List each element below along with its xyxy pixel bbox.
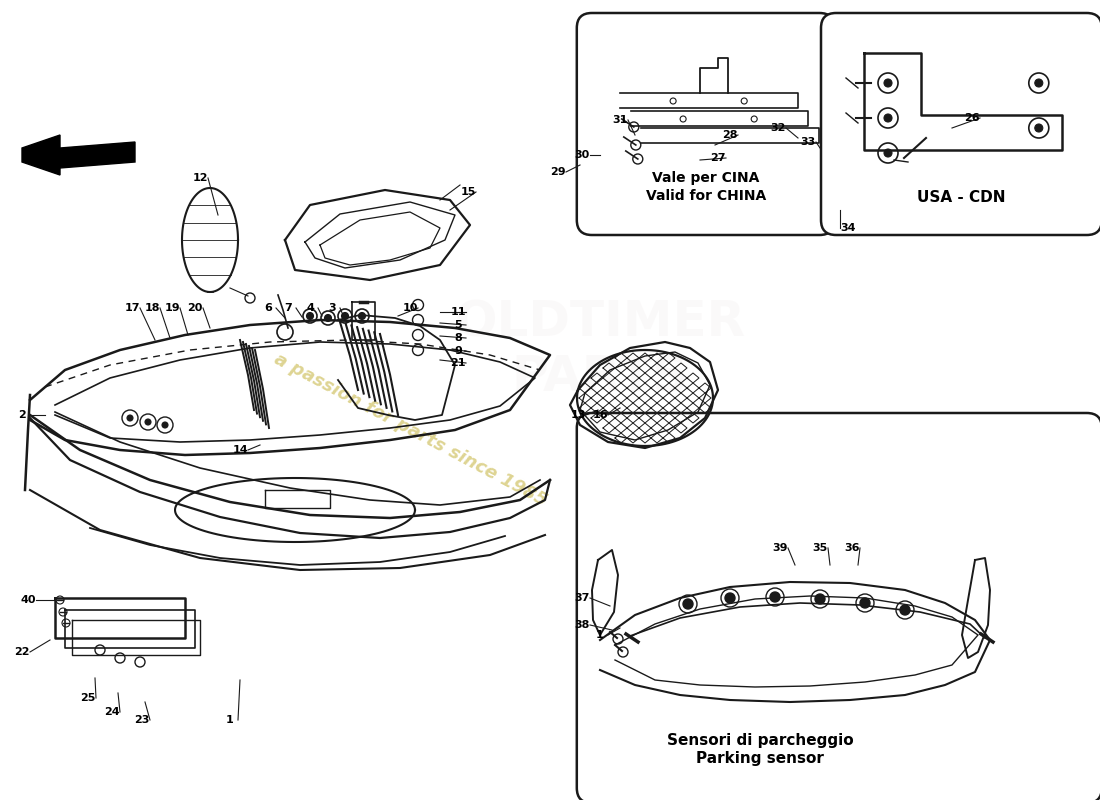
Text: Valid for CHINA: Valid for CHINA <box>646 189 766 203</box>
Text: 1: 1 <box>227 715 234 725</box>
Text: 23: 23 <box>134 715 150 725</box>
Text: 30: 30 <box>574 150 590 160</box>
Text: 9: 9 <box>454 346 462 356</box>
FancyBboxPatch shape <box>576 413 1100 800</box>
Text: 17: 17 <box>124 303 140 313</box>
Text: USA - CDN: USA - CDN <box>917 190 1005 206</box>
Text: Sensori di parcheggio: Sensori di parcheggio <box>667 733 854 747</box>
Text: 19: 19 <box>164 303 179 313</box>
Text: 22: 22 <box>14 647 30 657</box>
Text: 12: 12 <box>192 173 208 183</box>
Text: 36: 36 <box>845 543 860 553</box>
Text: 25: 25 <box>80 693 96 703</box>
Text: 39: 39 <box>772 543 788 553</box>
Text: 15: 15 <box>460 187 475 197</box>
Circle shape <box>307 313 314 319</box>
Text: 16: 16 <box>592 410 608 420</box>
Text: 35: 35 <box>813 543 827 553</box>
Text: 18: 18 <box>144 303 159 313</box>
Polygon shape <box>60 142 135 168</box>
Circle shape <box>770 592 780 602</box>
Text: 37: 37 <box>574 593 590 603</box>
Text: 2: 2 <box>18 410 26 420</box>
Circle shape <box>683 599 693 609</box>
Text: 6: 6 <box>264 303 272 313</box>
Text: 24: 24 <box>104 707 120 717</box>
Text: 40: 40 <box>20 595 35 605</box>
Text: 10: 10 <box>403 303 418 313</box>
Text: 4: 4 <box>306 303 313 313</box>
Text: 1: 1 <box>596 630 604 640</box>
Circle shape <box>815 594 825 604</box>
Circle shape <box>1035 124 1043 132</box>
Text: 13: 13 <box>570 410 585 420</box>
Circle shape <box>884 114 892 122</box>
Text: a passion for parts since 1985: a passion for parts since 1985 <box>271 350 549 510</box>
Text: OLDTIMER
PARTS: OLDTIMER PARTS <box>454 298 746 402</box>
FancyBboxPatch shape <box>821 13 1100 235</box>
Text: 7: 7 <box>284 303 292 313</box>
Circle shape <box>725 593 735 603</box>
Text: 32: 32 <box>770 123 785 133</box>
Circle shape <box>884 149 892 157</box>
Text: Vale per CINA: Vale per CINA <box>652 171 759 185</box>
Text: 20: 20 <box>187 303 202 313</box>
Text: 38: 38 <box>574 620 590 630</box>
Circle shape <box>126 415 133 421</box>
Circle shape <box>900 605 910 615</box>
Text: 26: 26 <box>965 113 980 123</box>
Text: 28: 28 <box>723 130 738 140</box>
Text: Parking sensor: Parking sensor <box>696 750 824 766</box>
Text: 29: 29 <box>550 167 565 177</box>
Circle shape <box>359 313 365 319</box>
Text: 33: 33 <box>801 137 815 147</box>
Text: 8: 8 <box>454 333 462 343</box>
Text: 21: 21 <box>450 358 465 368</box>
Circle shape <box>884 79 892 87</box>
Circle shape <box>341 313 349 319</box>
Text: 14: 14 <box>232 445 248 455</box>
Text: 34: 34 <box>840 223 856 233</box>
Text: 3: 3 <box>328 303 336 313</box>
Text: 11: 11 <box>450 307 465 317</box>
Text: 27: 27 <box>711 153 726 163</box>
Circle shape <box>162 422 168 428</box>
Polygon shape <box>22 135 61 175</box>
FancyBboxPatch shape <box>576 13 835 235</box>
Circle shape <box>1035 79 1043 87</box>
Text: 5: 5 <box>454 320 462 330</box>
Circle shape <box>324 314 331 322</box>
Circle shape <box>860 598 870 608</box>
Text: 31: 31 <box>613 115 628 125</box>
Circle shape <box>145 419 151 425</box>
